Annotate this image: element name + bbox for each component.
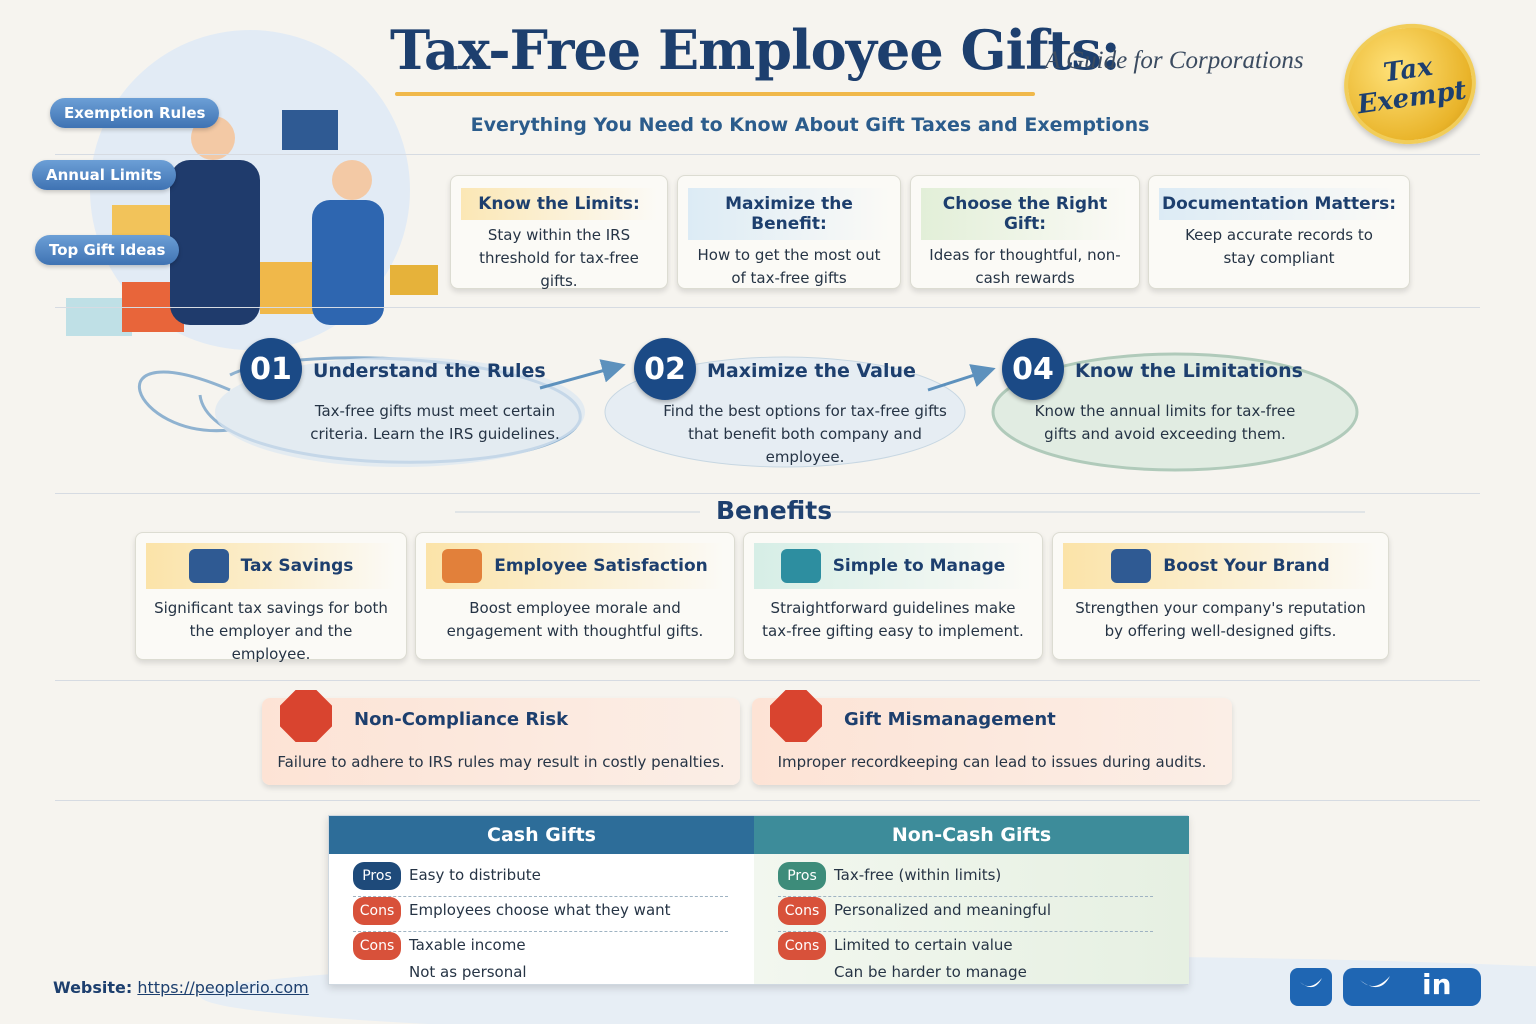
compare-row: Cons Employees choose what they want bbox=[353, 897, 728, 932]
step-title: Maximize the Value bbox=[707, 360, 916, 382]
column-title: Cash Gifts bbox=[487, 824, 596, 846]
benefit-title: Simple to Manage bbox=[832, 556, 1006, 576]
benefit-header: Boost Your Brand bbox=[1063, 543, 1378, 589]
tip-text: Stay within the IRS threshold for tax-fr… bbox=[479, 226, 639, 290]
website-url[interactable]: https://peoplerio.com bbox=[137, 978, 309, 997]
benefit-title: Tax Savings bbox=[240, 556, 354, 576]
benefit-card: Simple to Manage Straightforward guidelin… bbox=[743, 532, 1043, 660]
pros-cons-tag: Cons bbox=[353, 932, 401, 960]
benefit-card: Boost Your Brand Strengthen your company'… bbox=[1052, 532, 1389, 660]
tip-card: Documentation Matters: Keep accurate reco… bbox=[1148, 175, 1410, 289]
benefits-heading: Benefits bbox=[716, 496, 833, 525]
step-number: 01 bbox=[240, 338, 302, 400]
risk-text: Improper recordkeeping can lead to issue… bbox=[777, 753, 1207, 771]
column-header: Non-Cash Gifts bbox=[754, 816, 1189, 854]
row-text: Taxable income bbox=[409, 936, 526, 954]
linkedin-icon[interactable]: in bbox=[1422, 968, 1452, 1001]
pros-cons-tag: Pros bbox=[778, 862, 826, 890]
benefit-card: Employee Satisfaction Boost employee mora… bbox=[415, 532, 735, 660]
step-number: 04 bbox=[1002, 338, 1064, 400]
risk-card: Non-Compliance Risk Failure to adhere to … bbox=[262, 690, 740, 785]
risk-title: Gift Mismanagement bbox=[844, 709, 1056, 730]
footer: Website: https://peoplerio.com bbox=[53, 978, 309, 997]
benefit-text: Straightforward guidelines make tax-free… bbox=[762, 599, 1024, 640]
title: Tax-Free Employee Gifts: bbox=[390, 18, 1121, 82]
compare-row: Pros Easy to distribute bbox=[353, 862, 728, 897]
step-text: Tax-free gifts must meet certain criteri… bbox=[310, 402, 560, 443]
tip-text: Keep accurate records to stay compliant bbox=[1185, 226, 1373, 267]
step-title: Understand the Rules bbox=[313, 360, 546, 382]
compare-row: Cons Taxable income Not as personal bbox=[353, 932, 728, 984]
benefit-text: Boost employee morale and engagement wit… bbox=[446, 599, 704, 640]
row-text: Personalized and meaningful bbox=[834, 901, 1052, 919]
risk-card: Gift Mismanagement Improper recordkeeping… bbox=[752, 690, 1232, 785]
tip-title: Choose the Right Gift: bbox=[921, 188, 1129, 240]
side-tag: Annual Limits bbox=[32, 160, 176, 190]
step-title: Know the Limitations bbox=[1075, 360, 1303, 382]
badge-line: Exempt bbox=[1355, 75, 1469, 121]
tip-card: Know the Limits: Stay within the IRS thre… bbox=[450, 175, 668, 290]
column-header: Cash Gifts bbox=[329, 816, 754, 854]
pros-cons-tag: Cons bbox=[778, 932, 826, 960]
pros-cons-tag: Pros bbox=[353, 862, 401, 890]
benefit-text: Significant tax savings for both the emp… bbox=[154, 599, 388, 663]
tip-title: Documentation Matters: bbox=[1159, 188, 1399, 220]
tip-card: Maximize the Benefit: How to get the most… bbox=[677, 175, 901, 289]
side-tag: Exemption Rules bbox=[50, 98, 220, 128]
risk-icon bbox=[280, 690, 332, 742]
side-tag: Top Gift Ideas bbox=[35, 235, 180, 265]
benefit-title: Employee Satisfaction bbox=[494, 556, 708, 576]
comparison-table: Cash Gifts Pros Easy to distribute Cons Empl… bbox=[328, 815, 1189, 985]
risk-title: Non-Compliance Risk bbox=[354, 709, 569, 730]
column-title: Non-Cash Gifts bbox=[891, 824, 1052, 846]
row-text: Easy to distribute bbox=[409, 866, 541, 884]
pros-cons-tag: Cons bbox=[778, 897, 826, 925]
risk-icon bbox=[770, 690, 822, 742]
benefit-title: Boost Your Brand bbox=[1163, 556, 1330, 576]
pros-cons-tag: Cons bbox=[353, 897, 401, 925]
row-text: Not as personal bbox=[409, 963, 527, 981]
column-bg bbox=[754, 854, 1189, 984]
benefit-icon bbox=[1111, 549, 1152, 583]
row-text: Tax-free (within limits) bbox=[834, 866, 1002, 884]
tip-title: Know the Limits: bbox=[461, 188, 657, 220]
risk-text: Failure to adhere to IRS rules may resul… bbox=[277, 753, 725, 771]
tip-title: Maximize the Benefit: bbox=[688, 188, 890, 240]
benefit-icon bbox=[780, 549, 821, 583]
row-text: Limited to certain value bbox=[834, 936, 1013, 954]
website-label: Website: bbox=[53, 978, 133, 997]
tip-card: Choose the Right Gift: Ideas for thoughtf… bbox=[910, 175, 1140, 289]
benefit-header: Simple to Manage bbox=[754, 543, 1032, 589]
tip-text: How to get the most out of tax-free gift… bbox=[697, 246, 881, 287]
benefit-text: Strengthen your company's reputation by … bbox=[1075, 599, 1366, 640]
step-text: Find the best options for tax-free gifts… bbox=[663, 402, 947, 466]
row-text: Can be harder to manage bbox=[834, 963, 1027, 981]
benefit-header: Tax Savings bbox=[146, 543, 396, 589]
subtitle: A Guide for Corporations bbox=[1045, 47, 1304, 74]
compare-row: Pros Tax-free (within limits) bbox=[778, 862, 1153, 897]
row-text: Employees choose what they want bbox=[409, 901, 671, 919]
compare-row: Cons Limited to certain value Can be harde… bbox=[778, 932, 1153, 984]
compare-row: Cons Personalized and meaningful bbox=[778, 897, 1153, 932]
tagline: Everything You Need to Know About Gift T… bbox=[470, 114, 1150, 136]
benefit-header: Employee Satisfaction bbox=[426, 543, 724, 589]
step-number: 02 bbox=[634, 338, 696, 400]
benefit-icon bbox=[188, 549, 229, 583]
benefit-card: Tax Savings Significant tax savings for b… bbox=[135, 532, 407, 663]
tip-text: Ideas for thoughtful, non-cash rewards bbox=[929, 246, 1121, 287]
benefit-icon bbox=[442, 549, 483, 583]
step-text: Know the annual limits for tax-free gift… bbox=[1034, 402, 1296, 443]
